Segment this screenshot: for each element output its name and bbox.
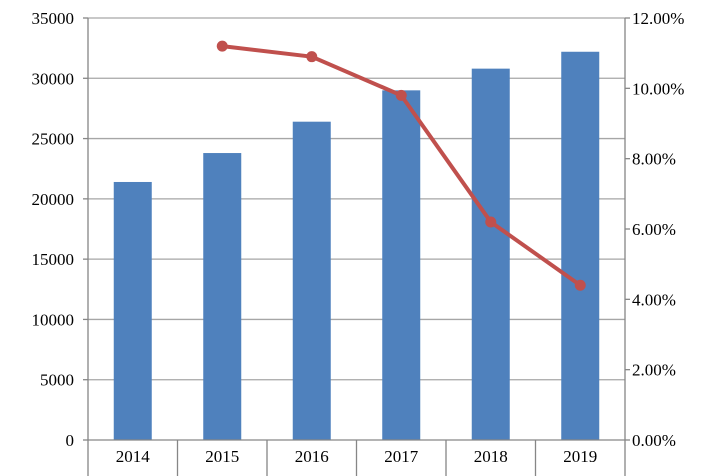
x-tick-label: 2014 <box>116 447 151 466</box>
x-axis-tick-labels: 2014 2015 2016 2017 2018 2019 <box>116 447 598 466</box>
left-tick-label: 5000 <box>40 371 74 390</box>
bar-2018 <box>471 68 510 440</box>
line-point-2019 <box>574 279 586 291</box>
bar-2016 <box>292 121 331 440</box>
line-point-2018 <box>485 216 497 228</box>
right-axis-tick-labels: 0.00% 2.00% 4.00% 6.00% 8.00% 10.00% 12.00% <box>632 9 684 450</box>
right-tick-label: 8.00% <box>632 150 676 169</box>
left-tick-label: 35000 <box>32 9 75 28</box>
bar-2017 <box>382 90 421 440</box>
left-tick-label: 30000 <box>32 69 75 88</box>
right-tick-label: 4.00% <box>632 290 676 309</box>
bar-2015 <box>203 153 242 441</box>
line-series <box>216 40 586 291</box>
line-point-2016 <box>306 51 318 63</box>
line-point-2015 <box>216 40 228 52</box>
x-tick-label: 2019 <box>563 447 597 466</box>
left-tick-label: 15000 <box>32 250 75 269</box>
x-tick-label: 2015 <box>205 447 239 466</box>
bar-2014 <box>113 181 152 440</box>
bar-2019 <box>561 51 600 440</box>
left-axis-tick-labels: 0 5000 10000 15000 20000 25000 30000 35000 <box>32 9 75 450</box>
right-tick-label: 2.00% <box>632 361 676 380</box>
bar-series <box>113 51 600 441</box>
x-tick-label: 2018 <box>474 447 508 466</box>
right-tick-label: 0.00% <box>632 431 676 450</box>
left-tick-label: 10000 <box>32 310 75 329</box>
left-tick-label: 25000 <box>32 130 75 149</box>
left-tick-label: 0 <box>66 431 75 450</box>
gridlines <box>88 17 625 381</box>
line-point-2017 <box>395 89 407 101</box>
x-tick-label: 2017 <box>384 447 419 466</box>
right-tick-label: 10.00% <box>632 79 684 98</box>
left-tick-label: 20000 <box>32 190 75 209</box>
axes <box>83 17 630 476</box>
right-tick-label: 12.00% <box>632 9 684 28</box>
right-tick-label: 6.00% <box>632 220 676 239</box>
x-tick-label: 2016 <box>295 447 329 466</box>
